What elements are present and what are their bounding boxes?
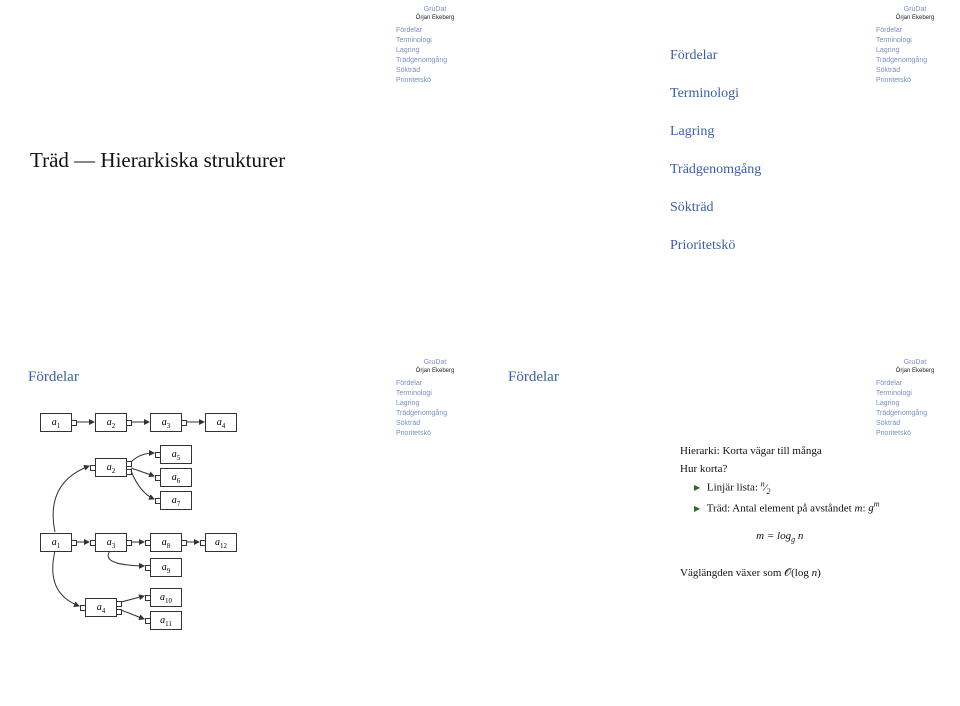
- sidebar-item: Fördelar: [876, 27, 954, 34]
- sidebar-item: Prioritetskö: [876, 77, 954, 84]
- node-a1-bot: a1: [40, 533, 72, 552]
- sidebar-item: Sökträd: [876, 420, 954, 427]
- bullet2-text: Träd: Antal element på avståndet: [707, 502, 855, 514]
- node-a3-bot: a3: [95, 533, 127, 552]
- toc-item: Prioritetskö: [670, 238, 761, 254]
- formula-text: m = logg n: [756, 530, 803, 542]
- node-a8: a8: [150, 533, 182, 552]
- bullet1-math: n⁄2: [761, 482, 771, 494]
- triangle-icon: ▶: [694, 482, 700, 495]
- sidebar-item: Sökträd: [396, 67, 474, 74]
- bullet1-text: Linjär lista:: [707, 482, 761, 494]
- toc-item: Terminologi: [670, 86, 761, 102]
- sidebar-header: GruDat: [876, 359, 954, 366]
- toc-item: Lagring: [670, 124, 761, 140]
- node-a1-top: a1: [40, 413, 72, 432]
- node-a4-bot: a4: [85, 598, 117, 617]
- sidebar-item: Trädgenomgång: [396, 57, 474, 64]
- sidebar-item: Fördelar: [396, 27, 474, 34]
- node-a6: a6: [160, 468, 192, 487]
- node-a2-mid: a2: [95, 458, 127, 477]
- sidebar-author: Örjan Ekeberg: [396, 368, 474, 374]
- toc-list: Fördelar Terminologi Lagring Trädgenomgå…: [670, 48, 761, 276]
- sidebar-item: Trädgenomgång: [396, 410, 474, 417]
- sidebar-item: Prioritetskö: [396, 77, 474, 84]
- sidebar-item: Lagring: [876, 47, 954, 54]
- sidebar-header: GruDat: [876, 6, 954, 13]
- toc-item: Sökträd: [670, 200, 761, 216]
- node-a4-top: a4: [205, 413, 237, 432]
- bullet-linear: ▶ Linjär lista: n⁄2: [694, 478, 880, 499]
- sidebar: GruDat Örjan Ekeberg Fördelar Terminolog…: [876, 359, 954, 440]
- toc-item: Fördelar: [670, 48, 761, 64]
- triangle-icon: ▶: [694, 503, 700, 516]
- sidebar-item: Terminologi: [876, 390, 954, 397]
- sidebar: GruDat Örjan Ekeberg Fördelar Terminolog…: [876, 6, 954, 87]
- sidebar-item: Lagring: [396, 400, 474, 407]
- node-a3-top: a3: [150, 413, 182, 432]
- sidebar-author: Örjan Ekeberg: [876, 15, 954, 21]
- formula: m = logg n: [680, 528, 880, 547]
- bullet2-g: gm: [868, 502, 879, 514]
- section-title: Fördelar: [508, 369, 559, 386]
- node-a10: a10: [150, 588, 182, 607]
- sidebar-item: Prioritetskö: [876, 430, 954, 437]
- sidebar-item: Prioritetskö: [396, 430, 474, 437]
- sidebar-item: Lagring: [396, 47, 474, 54]
- node-a12: a12: [205, 533, 237, 552]
- slide-content: GruDat Örjan Ekeberg Fördelar Terminolog…: [480, 353, 960, 706]
- line3-text: Väglängden växer som 𝒪(log n): [680, 567, 821, 579]
- line-hurkorta: Hur korta?: [680, 461, 880, 479]
- content-body: Hierarki: Korta vägar till många Hur kor…: [680, 443, 880, 583]
- toc-item: Trädgenomgång: [670, 162, 761, 178]
- sidebar: GruDat Örjan Ekeberg Fördelar Terminolog…: [396, 6, 474, 87]
- line-hierarki: Hierarki: Korta vägar till många: [680, 443, 880, 461]
- bullet-tree: ▶ Träd: Antal element på avståndet m: gm: [694, 499, 880, 518]
- node-a7: a7: [160, 491, 192, 510]
- sidebar-header: GruDat: [396, 6, 474, 13]
- sidebar-item: Fördelar: [396, 380, 474, 387]
- sidebar-author: Örjan Ekeberg: [396, 15, 474, 21]
- section-title: Fördelar: [28, 369, 79, 386]
- sidebar-item: Sökträd: [396, 420, 474, 427]
- sidebar-item: Lagring: [876, 400, 954, 407]
- line-vagl: Väglängden växer som 𝒪(log n): [680, 565, 880, 583]
- sidebar-item: Terminologi: [876, 37, 954, 44]
- node-a11: a11: [150, 611, 182, 630]
- sidebar: GruDat Örjan Ekeberg Fördelar Terminolog…: [396, 359, 474, 440]
- node-a2-top: a2: [95, 413, 127, 432]
- sidebar-author: Örjan Ekeberg: [876, 368, 954, 374]
- node-a5: a5: [160, 445, 192, 464]
- slide-diagram: GruDat Örjan Ekeberg Fördelar Terminolog…: [0, 353, 480, 706]
- main-title: Träd — Hierarkiska strukturer: [30, 148, 285, 173]
- sidebar-item: Trädgenomgång: [876, 57, 954, 64]
- sidebar-header: GruDat: [396, 359, 474, 366]
- sidebar-item: Sökträd: [876, 67, 954, 74]
- sidebar-item: Terminologi: [396, 37, 474, 44]
- slide-title: GruDat Örjan Ekeberg Fördelar Terminolog…: [0, 0, 480, 353]
- sidebar-item: Terminologi: [396, 390, 474, 397]
- sidebar-item: Fördelar: [876, 380, 954, 387]
- sidebar-item: Trädgenomgång: [876, 410, 954, 417]
- slide-toc: GruDat Örjan Ekeberg Fördelar Terminolog…: [480, 0, 960, 353]
- node-a9: a9: [150, 558, 182, 577]
